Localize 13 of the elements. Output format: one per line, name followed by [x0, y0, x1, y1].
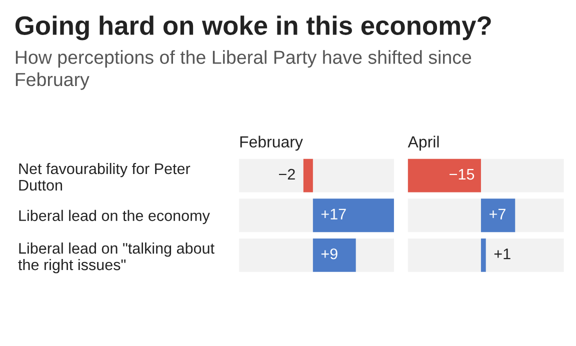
data-label: −2 — [278, 168, 295, 180]
data-label: +1 — [494, 248, 510, 260]
data-label: −15 — [450, 169, 474, 180]
y-tick-label: Liberal lead on the economy — [19, 210, 210, 224]
text: Going hard on woke in this economy? — [15, 16, 491, 40]
data-label: +17 — [321, 208, 346, 220]
chart-title: February — [240, 136, 303, 151]
y-tick-label: Liberal lead on "talking about the right issues" — [18, 242, 214, 274]
y-tick-label: Net favourability for Peter Dutton — [19, 162, 190, 191]
data-label: +7 — [490, 208, 506, 220]
chart-title: April — [408, 136, 439, 151]
data-label: +9 — [321, 248, 338, 260]
text: How perceptions of the Liberal Party have shifted since February — [16, 50, 472, 90]
